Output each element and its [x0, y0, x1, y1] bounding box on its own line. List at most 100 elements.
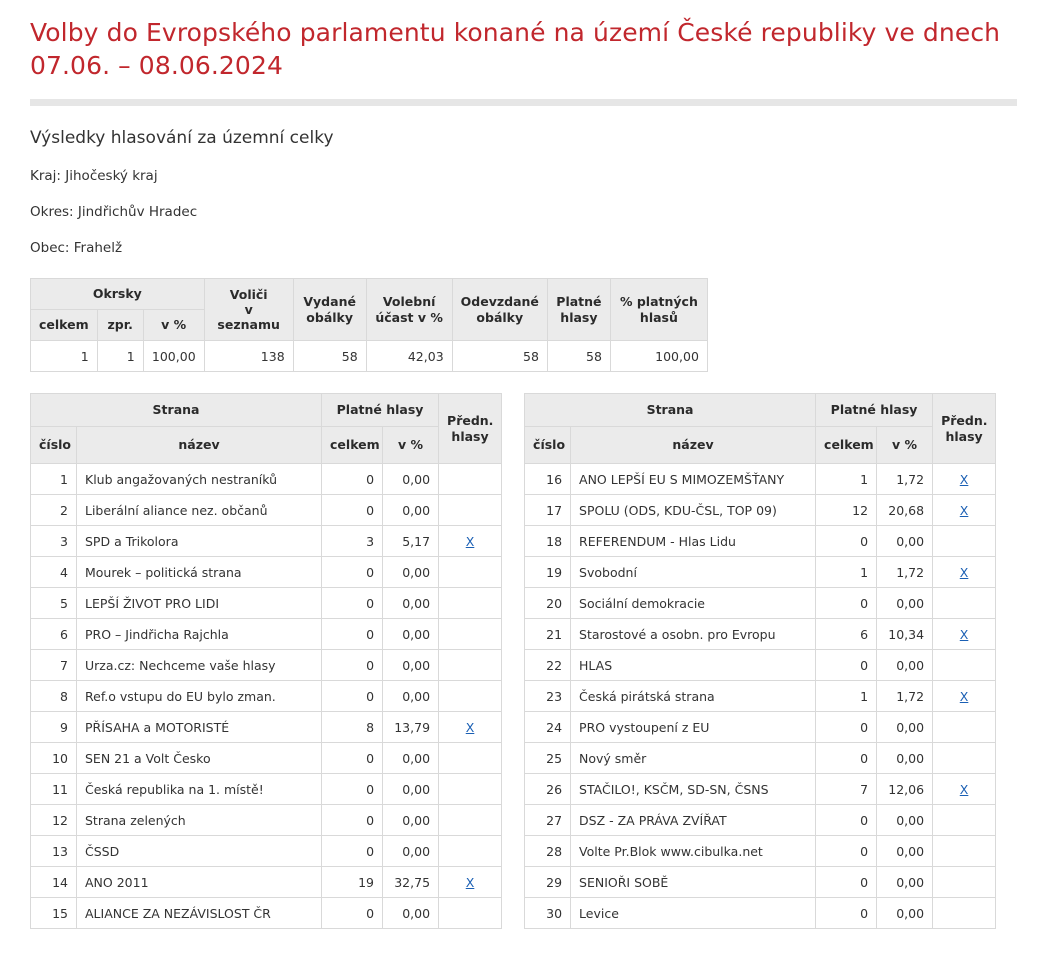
table-row: 24 PRO vystoupení z EU 0 0,00 [524, 711, 997, 743]
summary-table-wrapper: Okrsky Voliči v seznamu Vydané obálky Vo… [30, 256, 1017, 372]
header-volici-line1: Voliči [229, 286, 268, 302]
preferential-votes-cell [932, 742, 997, 774]
preferential-votes-link[interactable]: X [959, 564, 969, 580]
party-name: Sociální demokracie [570, 587, 817, 619]
table-row: 9 PŘÍSAHA a MOTORISTÉ 8 13,79 X [30, 711, 503, 743]
preferential-votes-cell[interactable]: X [932, 556, 997, 588]
party-name: Urza.cz: Nechceme vaše hlasy [75, 649, 323, 681]
party-votes-percent: 12,06 [876, 773, 934, 805]
header-celkem: celkem [321, 426, 384, 464]
header-platne-hlasy-group: Platné hlasy [321, 393, 440, 427]
party-name: PRO – Jindřicha Rajchla [75, 618, 323, 650]
preferential-votes-link[interactable]: X [465, 874, 475, 890]
preferential-votes-link[interactable]: X [959, 502, 969, 518]
value-pct-platnych-hlasu: 100,00 [609, 340, 708, 372]
party-votes-percent: 0,00 [382, 835, 440, 867]
header-predn-line1: Předn. [941, 413, 988, 429]
party-name: ČSSD [75, 835, 323, 867]
party-votes-total: 0 [815, 649, 878, 681]
municipality-label: Obec: Frahelž [30, 240, 123, 256]
preferential-votes-cell[interactable]: X [932, 463, 997, 495]
party-number: 5 [30, 587, 77, 619]
preferential-votes-link[interactable]: X [465, 533, 475, 549]
party-votes-percent: 1,72 [876, 463, 934, 495]
party-name: Klub angažovaných nestraníků [75, 463, 323, 495]
header-strana: Strana [524, 393, 817, 427]
header-strana: Strana [29, 393, 323, 427]
party-votes-percent: 13,79 [382, 711, 440, 743]
preferential-votes-cell[interactable]: X [438, 711, 503, 743]
table-row: 5 LEPŠÍ ŽIVOT PRO LIDI 0 0,00 [30, 587, 503, 619]
header-nazev: název [75, 426, 323, 464]
value-platne-hlasy: 58 [546, 340, 611, 372]
preferential-votes-link[interactable]: X [959, 688, 969, 704]
header-predn-hlasy: Předn. hlasy [438, 393, 503, 464]
party-number: 27 [524, 804, 572, 836]
party-name: SPOLU (ODS, KDU-ČSL, TOP 09) [570, 494, 817, 526]
party-votes-percent: 0,00 [382, 494, 440, 526]
preferential-votes-cell [438, 897, 503, 929]
header-okrsky: Okrsky [30, 278, 205, 310]
preferential-votes-cell [438, 618, 503, 650]
party-number: 12 [30, 804, 77, 836]
party-results-table-left: Strana Platné hlasy Předn. hlasy číslo n… [29, 393, 503, 929]
table-row: 19 Svobodní 1 1,72 X [524, 556, 997, 588]
table-row: 4 Mourek – politická strana 0 0,00 [30, 556, 503, 588]
preferential-votes-cell [932, 649, 997, 681]
party-number: 7 [30, 649, 77, 681]
preferential-votes-link[interactable]: X [959, 626, 969, 642]
preferential-votes-cell[interactable]: X [438, 525, 503, 557]
summary-header-row-2: celkem zpr. v % [30, 309, 708, 341]
preferential-votes-link[interactable]: X [465, 719, 475, 735]
party-votes-percent: 0,00 [876, 804, 934, 836]
preferential-votes-cell [438, 556, 503, 588]
party-votes-total: 0 [321, 835, 384, 867]
table-row: 1 Klub angažovaných nestraníků 0 0,00 [30, 463, 503, 495]
party-votes-percent: 1,72 [876, 680, 934, 712]
title-divider [30, 99, 1017, 106]
preferential-votes-link[interactable]: X [959, 471, 969, 487]
preferential-votes-cell [438, 494, 503, 526]
preferential-votes-link[interactable]: X [959, 781, 969, 797]
party-name: ALIANCE ZA NEZÁVISLOST ČR [75, 897, 323, 929]
party-votes-total: 0 [815, 897, 878, 929]
preferential-votes-cell[interactable]: X [932, 618, 997, 650]
party-votes-percent: 0,00 [382, 649, 440, 681]
table-row: 22 HLAS 0 0,00 [524, 649, 997, 681]
preferential-votes-cell [438, 804, 503, 836]
preferential-votes-cell [932, 835, 997, 867]
party-name: Levice [570, 897, 817, 929]
party-name: Volte Pr.Blok www.cibulka.net [570, 835, 817, 867]
party-number: 2 [30, 494, 77, 526]
table-row: 26 STAČILO!, KSČM, SD-SN, ČSNS 7 12,06 X [524, 773, 997, 805]
party-votes-percent: 0,00 [876, 866, 934, 898]
header-predn-line2: hlasy [451, 428, 489, 444]
party-number: 26 [524, 773, 572, 805]
header-odevzdane-line1: Odevzdané [460, 294, 539, 310]
party-name: PRO vystoupení z EU [570, 711, 817, 743]
party-number: 10 [30, 742, 77, 774]
header-pctplatnych-line2: hlasů [639, 309, 678, 325]
value-vydane-obalky: 58 [292, 340, 367, 372]
header-ucast-line2: účast v % [375, 309, 443, 325]
preferential-votes-cell[interactable]: X [932, 494, 997, 526]
party-votes-total: 0 [815, 525, 878, 557]
party-votes-percent: 32,75 [382, 866, 440, 898]
preferential-votes-cell [438, 773, 503, 805]
preferential-votes-cell[interactable]: X [438, 866, 503, 898]
table-row: 20 Sociální demokracie 0 0,00 [524, 587, 997, 619]
party-votes-total: 0 [815, 711, 878, 743]
party-votes-percent: 0,00 [382, 680, 440, 712]
party-number: 16 [524, 463, 572, 495]
header-volici-line2: v seznamu [217, 301, 280, 333]
party-votes-percent: 0,00 [876, 525, 934, 557]
party-votes-percent: 0,00 [876, 649, 934, 681]
preferential-votes-cell [932, 525, 997, 557]
table-row: 25 Nový směr 0 0,00 [524, 742, 997, 774]
party-header-row-2: číslo název celkem v % [524, 426, 996, 464]
preferential-votes-cell [932, 711, 997, 743]
party-votes-total: 0 [321, 587, 384, 619]
preferential-votes-cell[interactable]: X [932, 680, 997, 712]
party-votes-percent: 0,00 [876, 897, 934, 929]
preferential-votes-cell[interactable]: X [932, 773, 997, 805]
